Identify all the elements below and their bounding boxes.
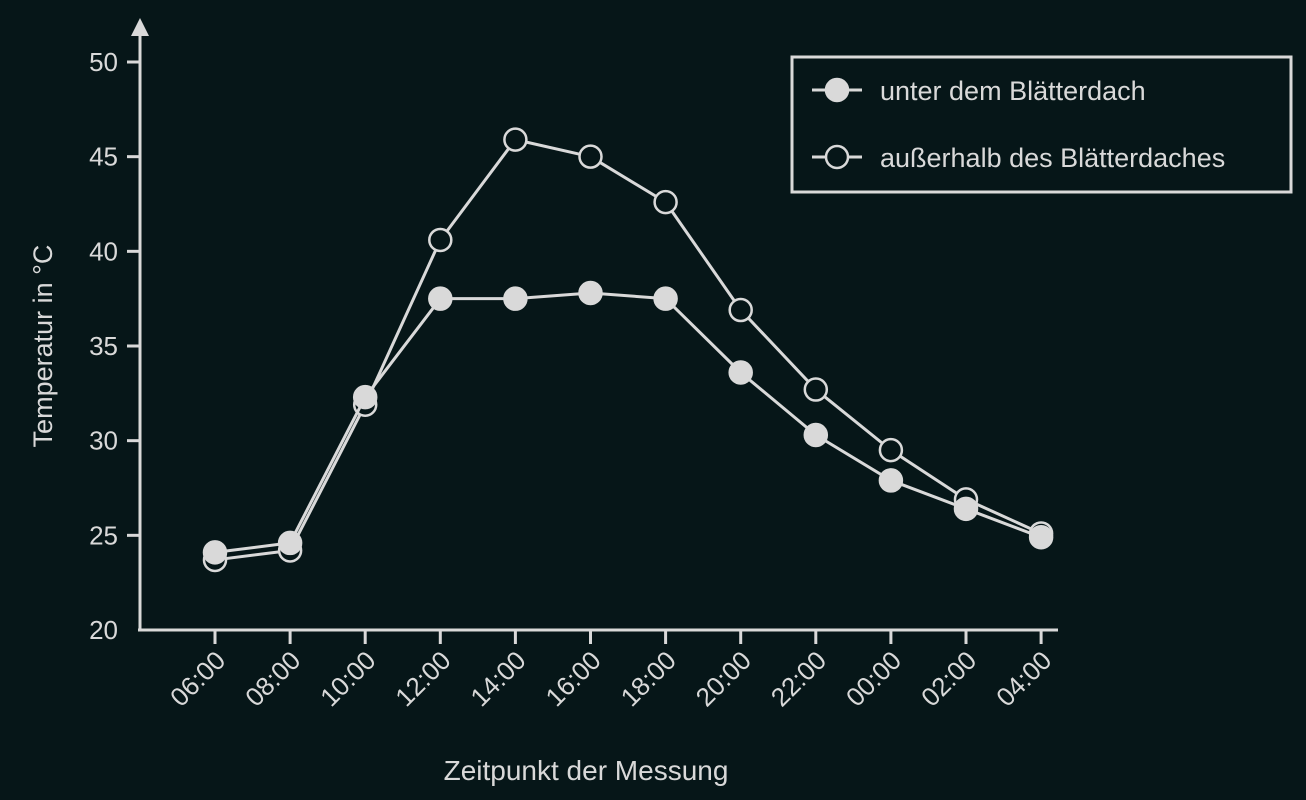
series-line-2 [214, 138, 1042, 562]
legend-marker-open [824, 144, 850, 170]
x-tick-label: 22:00 [765, 645, 832, 712]
x-axis-label: Zeitpunkt der Messung [444, 755, 729, 786]
series-2-point [578, 144, 603, 169]
y-tick-label: 25 [89, 520, 118, 550]
axes [131, 18, 1058, 632]
series-1-point [878, 468, 904, 493]
y-tick-label: 30 [89, 426, 118, 456]
series-1-point [503, 286, 528, 311]
series-2-point [803, 377, 829, 402]
x-tick-label: 20:00 [690, 645, 757, 712]
x-tick-label: 04:00 [990, 645, 1057, 712]
x-tick-label: 16:00 [540, 645, 607, 712]
series-2-point [428, 227, 453, 253]
series-1-point [653, 286, 678, 311]
x-tick-label: 12:00 [389, 645, 456, 712]
legend-label-series-1: unter dem Blätterdach [880, 76, 1146, 106]
x-tick-label: 08:00 [239, 645, 306, 712]
x-tick-label: 00:00 [840, 645, 907, 712]
series-1-point [578, 280, 603, 306]
legend-label-series-2: außerhalb des Blätterdaches [880, 143, 1225, 173]
series-1-point [1028, 524, 1054, 550]
x-tick-label: 18:00 [615, 645, 682, 712]
series-2-point [503, 127, 528, 152]
y-tick-label: 40 [89, 236, 118, 266]
x-tick-label: 02:00 [915, 645, 982, 712]
y-tick-label: 20 [89, 615, 118, 645]
legend: unter dem Blätterdach außerhalb des Blät… [790, 55, 1293, 194]
series-1-point [277, 530, 303, 556]
series-2-point [728, 297, 753, 323]
y-ticks: 20 25 30 35 40 45 50 [89, 47, 140, 645]
x-tick-label: 14:00 [464, 645, 531, 712]
legend-box [790, 55, 1293, 194]
x-ticks: 06:00 08:00 10:00 12:00 14:00 16:00 18:00 20:00… [164, 630, 1057, 712]
y-tick-label: 45 [89, 142, 118, 172]
series-line-1 [214, 291, 1042, 554]
series-1-point [728, 360, 753, 385]
x-tick-label: 10:00 [314, 645, 381, 712]
series-2-point [878, 437, 904, 463]
series-1-point [953, 496, 979, 522]
series-2-point [653, 189, 678, 215]
series-1-point [803, 422, 829, 448]
series-layer [202, 127, 1054, 573]
legend-marker-filled [824, 77, 850, 103]
x-tick-label: 06:00 [164, 645, 231, 712]
y-tick-label: 50 [89, 47, 118, 77]
series-1-point [352, 384, 378, 410]
series-1-point [202, 540, 228, 565]
y-axis-arrow [131, 18, 149, 36]
y-tick-label: 35 [89, 331, 118, 361]
series-1-point [428, 286, 453, 311]
y-axis-label: Temperatur in °C [28, 245, 58, 448]
